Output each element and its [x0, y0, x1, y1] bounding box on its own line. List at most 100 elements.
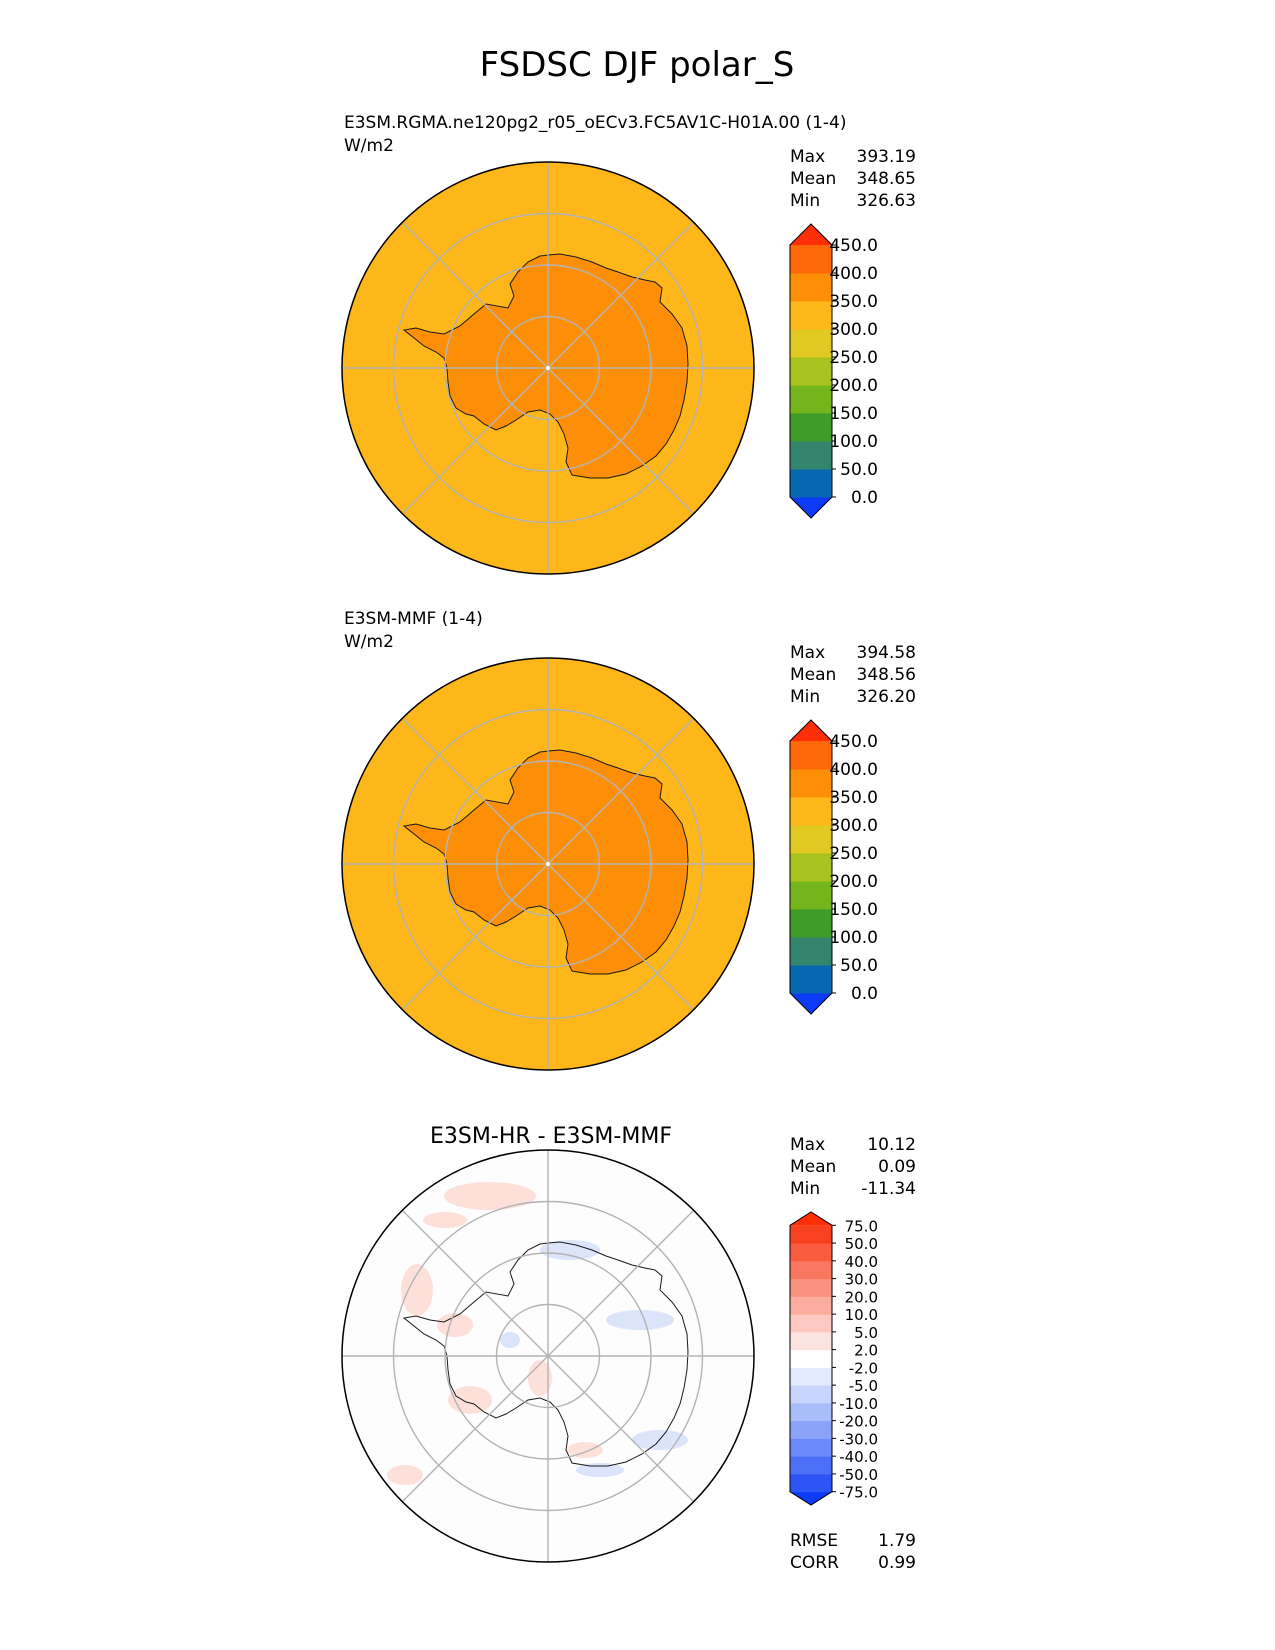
colorbar-segment	[790, 741, 832, 770]
colorbar-tick-label: 40.0	[845, 1253, 878, 1271]
colorbar-segment	[790, 1420, 832, 1439]
colorbar-extend-min	[790, 1491, 832, 1505]
meridian-gridline	[401, 863, 549, 1011]
colorbar-tick-label: 200.0	[829, 376, 878, 396]
colorbar-tick-label: -75.0	[839, 1484, 878, 1502]
colorbar-tick-label: -5.0	[849, 1377, 878, 1395]
colorbar-tick-label: 100.0	[829, 432, 878, 452]
colorbar-tick-label: 300.0	[829, 816, 878, 836]
panel2-mean-value: 348.56	[857, 665, 916, 685]
panel1-max-label: Max	[790, 147, 825, 167]
panel1-colorbar: 0.0 50.0 100.0 150.0 200.0 250.0 300.0 350.0 400…	[789, 223, 878, 519]
colorbar-segment	[790, 329, 832, 358]
meridian-gridline	[547, 367, 695, 515]
colorbar-tick-label: 50.0	[840, 956, 878, 976]
colorbar-tick-label: 300.0	[829, 320, 878, 340]
negative-patch	[632, 1430, 688, 1450]
panel2-max-label: Max	[790, 643, 825, 663]
panel1-model-name: E3SM.RGMA.ne120pg2_r05_oECv3.FC5AV1C-H01…	[344, 113, 846, 133]
meridian-gridline	[401, 367, 549, 515]
colorbar-segment	[790, 1385, 832, 1404]
panel1-map-border	[341, 161, 755, 575]
colorbar-segment	[790, 413, 832, 442]
colorbar-tick-label: 20.0	[845, 1288, 878, 1306]
panel1-min-label: Min	[790, 191, 820, 211]
colorbar-segment	[790, 1473, 832, 1493]
meridian-gridline	[547, 717, 695, 865]
colorbar-tick-label: 75.0	[845, 1217, 878, 1235]
colorbar-segment	[790, 1367, 832, 1386]
colorbar-tick-label: 150.0	[829, 900, 878, 920]
colorbar-extend-max	[790, 1212, 832, 1226]
negative-patch	[606, 1310, 674, 1330]
colorbar-segment	[790, 825, 832, 854]
colorbar-tick-label: -50.0	[839, 1466, 878, 1484]
panel3-max-value: 10.12	[867, 1135, 916, 1155]
panel1-south-pole-marker	[546, 366, 550, 370]
colorbar-tick-label: 5.0	[854, 1324, 878, 1342]
positive-patch	[444, 1182, 536, 1210]
colorbar-segment	[790, 1456, 832, 1475]
panel2-mean-label: Mean	[790, 665, 836, 685]
panel3-difference-patches	[387, 1182, 688, 1485]
colorbar-segment	[790, 469, 832, 498]
colorbar-segment	[790, 385, 832, 414]
panel-test-model: E3SM.RGMA.ne120pg2_r05_oECv3.FC5AV1C-H01…	[341, 113, 916, 575]
colorbar-segment	[790, 1260, 832, 1280]
panel1-units: W/m2	[344, 136, 394, 156]
rmse-value: 1.79	[878, 1531, 916, 1551]
panel3-map	[342, 1150, 754, 1562]
panel-difference: E3SM-HR - E3SM-MMF	[341, 1124, 916, 1573]
meridian-gridline	[401, 1209, 549, 1357]
panel2-max-value: 394.58	[857, 643, 916, 663]
colorbar-segment	[790, 1438, 832, 1457]
colorbar-tick-label: 30.0	[845, 1271, 878, 1289]
panel2-units: W/m2	[344, 632, 394, 652]
positive-patch	[567, 1442, 603, 1458]
colorbar-tick-label: 250.0	[829, 348, 878, 368]
colorbar-segment	[790, 1243, 832, 1262]
colorbar-segment	[790, 769, 832, 798]
colorbar-tick-label: 400.0	[829, 264, 878, 284]
positive-patch	[437, 1313, 473, 1337]
positive-patch	[387, 1465, 423, 1485]
colorbar-tick-label: 250.0	[829, 844, 878, 864]
meridian-gridline	[547, 863, 695, 1011]
colorbar-segment	[790, 1296, 832, 1315]
panel3-colorbar: -75.0-50.0-40.0-30.0-20.0-10.0-5.0-2.02.…	[789, 1211, 878, 1506]
colorbar-segment	[790, 1314, 832, 1333]
colorbar-tick-label: 50.0	[845, 1235, 878, 1253]
colorbar-tick-label: 150.0	[829, 404, 878, 424]
colorbar-tick-label: -40.0	[839, 1448, 878, 1466]
negative-patch	[576, 1463, 624, 1477]
positive-patch	[528, 1360, 552, 1396]
colorbar-tick-label: 2.0	[854, 1342, 878, 1360]
meridian-gridline	[547, 1355, 695, 1503]
panel2-min-label: Min	[790, 687, 820, 707]
panel2-colorbar: 0.0 50.0 100.0 150.0 200.0 250.0 300.0 350.0 400…	[789, 719, 878, 1015]
colorbar-tick-label: 350.0	[829, 788, 878, 808]
panel2-min-value: 326.20	[857, 687, 916, 707]
panel1-mean-label: Mean	[790, 169, 836, 189]
meridian-gridline	[401, 1355, 549, 1503]
colorbar-extend-max	[790, 224, 832, 245]
figure-title: FSDSC DJF polar_S	[480, 45, 795, 85]
colorbar-extend-min	[790, 993, 832, 1014]
colorbar-tick-label: -30.0	[839, 1430, 878, 1448]
colorbar-tick-label: 0.0	[851, 984, 878, 1004]
colorbar-segment	[790, 797, 832, 826]
panel3-min-label: Min	[790, 1179, 820, 1199]
colorbar-extend-max	[790, 720, 832, 741]
colorbar-segment	[790, 1278, 832, 1297]
colorbar-tick-label: 10.0	[845, 1306, 878, 1324]
colorbar-tick-label: -10.0	[839, 1395, 878, 1413]
colorbar-tick-label: 200.0	[829, 872, 878, 892]
positive-patch	[423, 1212, 467, 1228]
panel1-min-value: 326.63	[857, 191, 916, 211]
colorbar-segment	[790, 853, 832, 882]
panel2-map-border	[341, 657, 755, 1071]
colorbar-segment	[790, 301, 832, 330]
panel2-model-name: E3SM-MMF (1-4)	[344, 609, 483, 629]
meridian-gridline	[547, 1209, 695, 1357]
